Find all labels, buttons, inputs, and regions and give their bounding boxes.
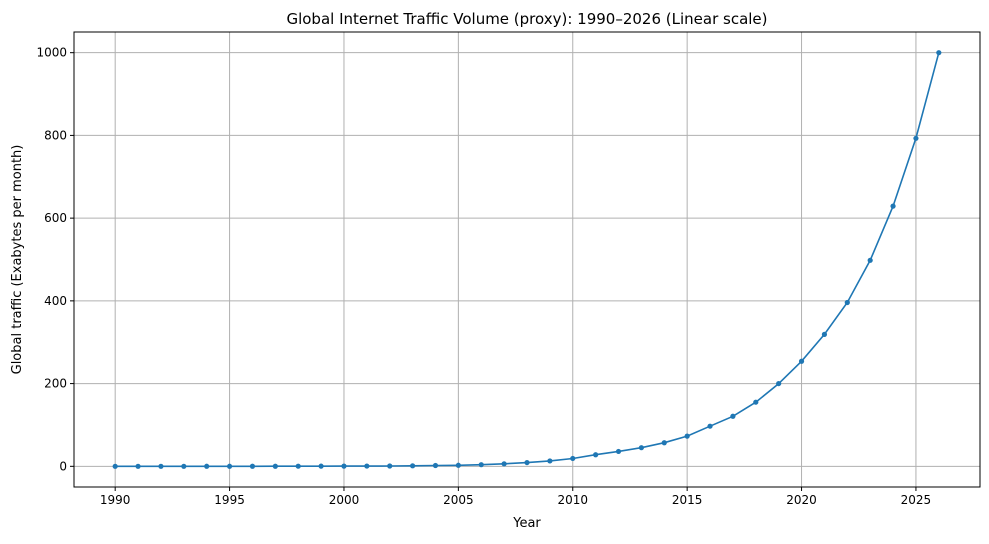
data-point <box>798 358 805 364</box>
data-point <box>593 452 599 458</box>
data-point <box>707 423 713 429</box>
data-point <box>638 445 644 451</box>
data-point <box>753 399 759 405</box>
data-point <box>684 433 690 439</box>
data-point <box>318 463 324 469</box>
data-point <box>661 440 667 446</box>
chart-title: Global Internet Traffic Volume (proxy): … <box>286 10 767 28</box>
data-point <box>547 458 553 464</box>
data-point <box>158 463 164 469</box>
x-tick-label: 2025 <box>901 493 932 507</box>
data-point <box>913 135 919 141</box>
x-tick-label: 2005 <box>443 493 474 507</box>
data-point <box>501 461 507 467</box>
y-tick-label: 400 <box>44 294 67 308</box>
data-point <box>867 257 873 263</box>
data-point <box>272 463 278 469</box>
data-point <box>890 203 896 209</box>
data-point <box>821 331 828 337</box>
data-point <box>135 463 141 469</box>
data-point <box>387 463 393 469</box>
y-axis-label: Global traffic (Exabytes per month) <box>10 145 25 375</box>
y-tick-label: 1000 <box>36 46 67 60</box>
x-tick-label: 2015 <box>672 493 703 507</box>
data-point <box>776 380 782 387</box>
data-point <box>295 463 301 469</box>
data-point <box>341 463 347 469</box>
data-point <box>112 463 118 469</box>
y-tick-label: 200 <box>44 377 67 391</box>
grid <box>74 32 980 487</box>
y-tick-label: 600 <box>44 211 67 225</box>
data-point <box>478 462 484 468</box>
data-point <box>204 463 210 469</box>
data-point <box>249 463 256 469</box>
data-point <box>432 462 439 469</box>
data-point <box>936 50 942 56</box>
x-tick-label: 2000 <box>329 493 360 507</box>
x-tick-label: 2020 <box>786 493 817 507</box>
y-tick-label: 800 <box>44 128 67 142</box>
data-point <box>364 463 370 469</box>
x-axis-label: Year <box>512 516 541 531</box>
data-point <box>570 455 576 462</box>
plot-frame <box>73 31 981 488</box>
data-point <box>844 299 850 306</box>
data-point <box>181 463 187 469</box>
data-point <box>226 463 233 469</box>
data-point <box>730 413 736 419</box>
data-line <box>115 52 940 468</box>
series-line <box>112 50 942 469</box>
x-tick-label: 2010 <box>557 493 588 507</box>
data-point <box>615 448 622 455</box>
x-tick-label: 1990 <box>100 493 131 507</box>
axis-ticks: 1990 1995 2000 2005 2010 2015 2020 2025 0 200 400 6… <box>36 46 931 507</box>
data-point <box>410 463 416 469</box>
x-tick-label: 1995 <box>214 493 245 507</box>
y-tick-label: 0 <box>59 459 67 473</box>
data-point <box>524 459 530 466</box>
data-point <box>455 462 461 468</box>
